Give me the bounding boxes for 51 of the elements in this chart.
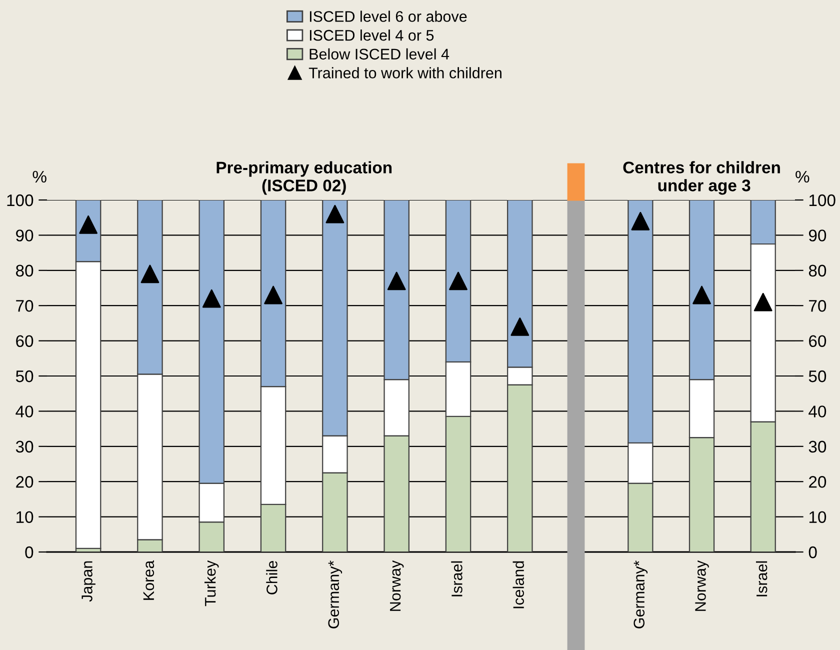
- legend-label: ISCED level 4 or 5: [310, 30, 434, 41]
- point: [326, 204, 344, 224]
- y-tick-label: 20: [16, 476, 34, 488]
- y-tick-label: 100: [809, 194, 836, 206]
- legend-label: ISCED level 6 or above: [310, 10, 467, 22]
- category-label: Germany*: [328, 560, 342, 628]
- y-tick-label: 70: [809, 300, 826, 312]
- category-label: Korea: [143, 560, 154, 600]
- y-tick-label: 20: [809, 476, 826, 488]
- point: [692, 286, 711, 304]
- legend-label: Below ISCED level 4: [310, 48, 450, 60]
- y-tick-label: 50: [808, 370, 826, 382]
- y-tick-label: 60: [809, 335, 826, 348]
- category-label: Chile: [266, 561, 278, 594]
- y-axis-title: %: [32, 170, 46, 183]
- point: [449, 272, 468, 290]
- y-tick-label: 100: [7, 194, 34, 206]
- point: [387, 272, 406, 290]
- point: [510, 318, 530, 336]
- y-tick-label: 80: [16, 264, 34, 277]
- category-label: Iceland: [512, 561, 524, 608]
- y-axis-title: %: [796, 170, 810, 183]
- y-tick-label: 40: [808, 406, 826, 418]
- y-tick-label: 90: [16, 230, 34, 242]
- y-tick-label: 80: [808, 264, 826, 277]
- y-tick-label: 0: [25, 546, 34, 558]
- y-tick-label: 0: [808, 546, 817, 558]
- category-label: Germany*: [634, 560, 648, 628]
- point: [754, 292, 772, 312]
- category-label: Turkey: [204, 560, 219, 606]
- category-label: Norway: [390, 560, 404, 611]
- y-tick-label: 10: [809, 511, 826, 524]
- point: [264, 286, 282, 304]
- category-label: Norway: [695, 560, 709, 611]
- y-tick-label: 10: [16, 511, 34, 524]
- category-label: Japan: [82, 561, 96, 602]
- point: [140, 264, 160, 284]
- y-tick-label: 30: [16, 440, 34, 453]
- chart-title: Centres for children under age 3: [623, 161, 780, 195]
- y-tick-label: 50: [16, 370, 34, 382]
- category-label: Israel: [756, 561, 768, 596]
- y-tick-label: 90: [808, 230, 826, 242]
- point: [202, 289, 221, 308]
- category-label: Israel: [451, 561, 462, 596]
- y-tick-label: 30: [808, 440, 826, 453]
- point: [631, 212, 650, 230]
- y-tick-label: 70: [16, 300, 34, 312]
- chart-title: Pre-primary education (ISCED 02): [216, 161, 392, 195]
- y-tick-label: 40: [16, 406, 34, 418]
- y-tick-label: 60: [16, 335, 34, 348]
- legend-label: Trained to work with children: [308, 67, 502, 78]
